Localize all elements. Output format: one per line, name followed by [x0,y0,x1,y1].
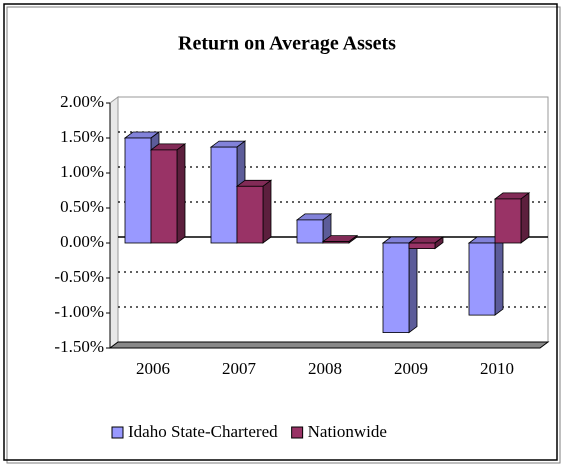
x-tick-label: 2010 [480,359,514,378]
bar-side [176,143,186,244]
y-tick-label: 0.50% [60,197,104,216]
bar [407,236,445,250]
bar-front [468,242,496,316]
bar-side [408,236,418,334]
y-tick-label: 1.00% [60,162,104,181]
bar-side [520,192,530,244]
y-tick-label: -1.00% [54,302,104,321]
y-tick-label: 0.00% [60,232,104,251]
bar [493,192,531,244]
bar-front [382,242,410,333]
legend-label: Nationwide [308,422,387,441]
legend-swatch [291,426,304,439]
x-tick-label: 2009 [394,359,428,378]
bar-side [262,179,272,244]
bar-front [210,146,238,244]
bar-front [124,137,152,244]
y-tick-label: -1.50% [54,337,104,356]
bar [381,236,419,334]
frame-shadow [6,6,561,464]
x-tick-label: 2008 [308,359,342,378]
bar-front [322,241,350,244]
bar-front [150,149,178,244]
chart-title: Return on Average Assets [178,33,396,55]
y-tick-label: -0.50% [54,267,104,286]
bar [467,236,505,316]
bar-front [408,242,436,249]
y-tick-label: 1.50% [60,127,104,146]
bar [295,213,333,244]
floor [108,341,550,349]
legend-label: Idaho State-Chartered [128,422,278,441]
bar-front [236,185,264,244]
bar-front [296,219,324,244]
y-tick-label: 2.00% [60,92,104,111]
side-wall [109,96,119,349]
x-tick-label: 2007 [222,359,257,378]
x-tick-label: 2006 [136,359,170,378]
legend-swatch [111,426,124,439]
bar [149,143,187,244]
bar [321,234,359,244]
bar [235,179,273,244]
bar-front [494,198,522,244]
bar-side [494,236,504,316]
